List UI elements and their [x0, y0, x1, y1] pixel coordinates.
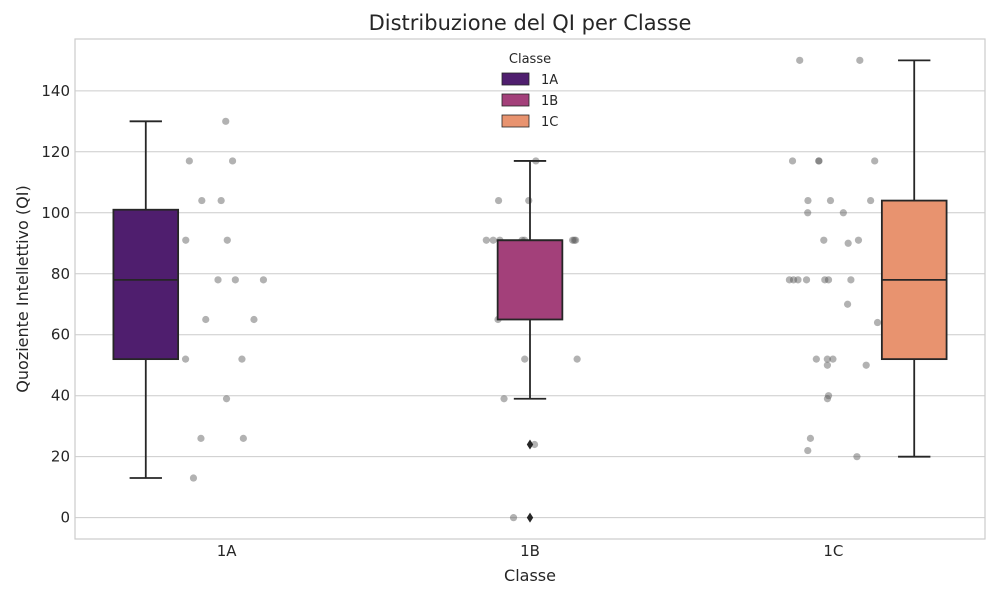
data-point [202, 315, 210, 324]
data-point [812, 355, 820, 363]
x-axis-label: Classe [504, 566, 556, 585]
data-point [785, 276, 794, 284]
data-point [821, 276, 829, 284]
y-tick-label: 40 [51, 387, 70, 405]
data-point [796, 56, 804, 64]
data-point [826, 196, 835, 205]
data-point [839, 209, 847, 217]
data-point [482, 236, 490, 244]
data-point [238, 355, 246, 363]
plot-area [74, 38, 986, 540]
x-axis-ticks: 1A 1B 1C [217, 542, 844, 560]
data-point [231, 276, 239, 284]
box-1A [112, 208, 180, 361]
data-point [217, 196, 225, 205]
y-tick-label: 100 [41, 204, 70, 222]
data-point [509, 514, 518, 522]
legend-label: 1C [541, 115, 558, 130]
data-point [570, 236, 578, 244]
data-point [806, 434, 815, 442]
y-tick-label: 60 [51, 326, 70, 344]
data-point [228, 157, 237, 165]
data-point [815, 157, 823, 165]
data-point [489, 236, 497, 244]
data-point [789, 276, 798, 284]
legend-label: 1B [541, 94, 558, 109]
data-point [829, 355, 837, 363]
data-point [823, 355, 831, 363]
data-point [259, 276, 268, 284]
data-point [862, 361, 870, 369]
x-tick-label: 1A [217, 542, 238, 560]
legend-swatch [501, 72, 530, 86]
data-point [239, 434, 247, 442]
data-point [189, 474, 198, 482]
data-point [494, 196, 503, 205]
data-point [856, 56, 864, 64]
data-point [843, 300, 852, 308]
y-tick-label: 0 [60, 509, 70, 527]
data-point [185, 157, 193, 165]
data-point [500, 395, 508, 403]
data-point [214, 276, 222, 284]
data-point [573, 355, 581, 363]
boxes [112, 59, 948, 523]
legend-label: 1A [541, 73, 558, 88]
data-point [867, 196, 875, 205]
data-point [530, 440, 539, 449]
data-point [794, 276, 802, 284]
data-point [823, 361, 831, 369]
x-tick-label: 1C [823, 542, 843, 560]
data-point [525, 196, 533, 205]
legend-title: Classe [509, 52, 551, 67]
plot-frame [74, 38, 986, 540]
data-point [804, 196, 812, 205]
legend-swatch [501, 114, 530, 128]
legend: Classe 1A 1B 1C [501, 52, 558, 130]
data-point [824, 276, 833, 284]
data-point [871, 157, 879, 165]
data-point [182, 236, 190, 244]
data-point [820, 236, 828, 244]
data-point [521, 355, 529, 363]
data-point [853, 453, 861, 461]
y-tick-label: 120 [41, 143, 70, 161]
data-point [223, 236, 231, 244]
data-point [222, 395, 231, 403]
data-point [844, 239, 852, 247]
y-tick-label: 140 [41, 82, 70, 100]
outlier-marker [526, 439, 534, 450]
data-point [788, 157, 797, 165]
x-tick-label: 1B [520, 542, 540, 560]
data-point [197, 434, 205, 442]
legend-swatch [501, 93, 530, 107]
box-1B [496, 239, 564, 321]
data-point [569, 236, 577, 244]
y-tick-label: 20 [51, 448, 70, 466]
legend-items: 1A 1B 1C [501, 72, 558, 130]
data-point [804, 446, 812, 455]
data-point [823, 395, 832, 403]
data-point [824, 392, 833, 400]
data-point [198, 196, 206, 205]
data-point [815, 157, 823, 165]
y-axis-ticks: 0 20 40 60 80 100 120 140 [41, 82, 70, 527]
outlier-marker [526, 512, 534, 523]
data-point [181, 355, 190, 363]
data-point [847, 276, 855, 284]
chart-title: Distribuzione del QI per Classe [369, 11, 692, 35]
y-tick-label: 80 [51, 265, 70, 283]
data-point [854, 236, 863, 244]
data-point [222, 117, 230, 125]
gridlines [75, 90, 985, 519]
data-point [802, 276, 811, 284]
data-point [804, 209, 812, 217]
data-point [250, 315, 258, 324]
data-point [572, 236, 580, 244]
y-axis-label: Quoziente Intellettivo (QI) [13, 185, 32, 392]
data-point [873, 318, 882, 327]
